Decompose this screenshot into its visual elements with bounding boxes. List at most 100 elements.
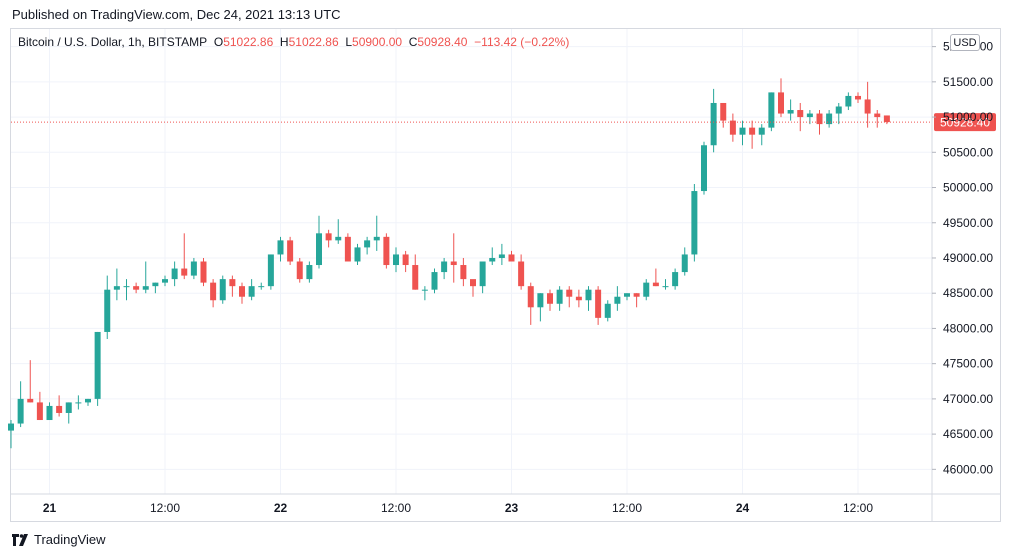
candle[interactable] [864, 81, 871, 128]
candle[interactable] [595, 286, 602, 325]
candle[interactable] [739, 120, 746, 146]
candle[interactable] [720, 102, 727, 128]
candle[interactable] [219, 275, 226, 304]
candle[interactable] [787, 99, 794, 121]
candle[interactable] [190, 257, 197, 280]
candle[interactable] [826, 110, 833, 128]
candle[interactable] [701, 141, 707, 195]
candle[interactable] [113, 268, 120, 301]
currency-button[interactable]: USD [950, 34, 980, 51]
candle[interactable] [498, 243, 505, 266]
candle[interactable] [883, 115, 890, 125]
candle[interactable] [816, 110, 823, 135]
candle[interactable] [46, 402, 53, 421]
candle-body [864, 99, 871, 114]
candle[interactable] [421, 286, 428, 301]
candle[interactable] [267, 254, 274, 290]
candle[interactable] [335, 219, 342, 244]
candle[interactable] [479, 261, 486, 294]
tradingview-brand[interactable]: TradingView [12, 532, 106, 547]
candle[interactable] [575, 289, 582, 308]
candle[interactable] [604, 300, 611, 322]
candle[interactable] [652, 268, 659, 287]
candle[interactable] [306, 261, 313, 283]
candle[interactable] [489, 247, 496, 266]
candle[interactable] [17, 381, 24, 428]
candle[interactable] [470, 279, 476, 297]
candle[interactable] [758, 124, 765, 146]
candle[interactable] [681, 247, 688, 276]
candle[interactable] [8, 420, 14, 449]
candle[interactable] [778, 78, 784, 118]
candle[interactable] [258, 282, 265, 290]
candle[interactable] [123, 279, 130, 301]
candle[interactable] [171, 261, 178, 287]
candle[interactable] [547, 289, 553, 311]
candle[interactable] [441, 257, 448, 280]
candle[interactable] [402, 250, 409, 273]
candle[interactable] [85, 398, 91, 406]
candle[interactable] [373, 215, 380, 251]
candle[interactable] [672, 268, 679, 290]
candle[interactable] [633, 293, 640, 308]
candle[interactable] [508, 250, 515, 262]
candle[interactable] [239, 282, 245, 304]
candle[interactable] [316, 215, 322, 269]
candle[interactable] [614, 286, 621, 311]
candle[interactable] [152, 282, 159, 294]
candle[interactable] [556, 286, 563, 311]
candle[interactable] [75, 395, 82, 410]
candle[interactable] [527, 282, 534, 325]
candle[interactable] [36, 391, 43, 421]
candle[interactable] [325, 229, 332, 248]
candle[interactable] [624, 293, 630, 301]
candle[interactable] [393, 247, 399, 273]
candle[interactable] [383, 233, 390, 269]
candle-body [200, 261, 207, 283]
candle[interactable] [710, 88, 717, 153]
candle[interactable] [181, 233, 188, 280]
candle[interactable] [537, 293, 544, 322]
candle[interactable] [104, 275, 111, 339]
candle[interactable] [855, 92, 861, 103]
candle[interactable] [94, 331, 101, 406]
candle[interactable] [248, 279, 255, 301]
candle[interactable] [450, 233, 457, 283]
candle[interactable] [585, 286, 592, 311]
candle[interactable] [210, 279, 217, 308]
candle[interactable] [643, 279, 650, 301]
candle[interactable] [27, 360, 34, 403]
candle[interactable] [344, 233, 351, 262]
candle[interactable] [768, 92, 775, 132]
candle[interactable] [296, 257, 303, 283]
time-axis[interactable]: 21 12:00 22 12:00 23 12:00 24 12:00 [11, 493, 1000, 515]
candle[interactable] [835, 102, 842, 125]
candle[interactable] [431, 268, 438, 294]
candle-body [556, 289, 563, 304]
candle[interactable] [412, 254, 419, 290]
candle[interactable] [566, 286, 573, 308]
candle[interactable] [797, 102, 804, 132]
candle[interactable] [162, 275, 168, 287]
candle[interactable] [729, 113, 736, 142]
candle[interactable] [662, 279, 669, 290]
candle[interactable] [460, 257, 467, 287]
candle[interactable] [518, 254, 525, 290]
candle[interactable] [229, 275, 236, 297]
candle[interactable] [364, 236, 371, 255]
candle[interactable] [133, 282, 140, 294]
candle[interactable] [277, 236, 284, 262]
candle[interactable] [200, 257, 207, 287]
candle[interactable] [65, 402, 72, 424]
candle[interactable] [845, 92, 852, 111]
candle-body [316, 233, 322, 266]
price-axis[interactable]: 46000.00 46500.00 47000.00 47500.00 48000.00… [931, 29, 993, 521]
candle[interactable] [874, 110, 881, 128]
candle[interactable] [749, 120, 756, 149]
candle[interactable] [354, 243, 361, 266]
candle[interactable] [56, 395, 63, 417]
candle[interactable] [287, 236, 294, 266]
candle[interactable] [142, 261, 149, 294]
candle[interactable] [691, 184, 698, 262]
